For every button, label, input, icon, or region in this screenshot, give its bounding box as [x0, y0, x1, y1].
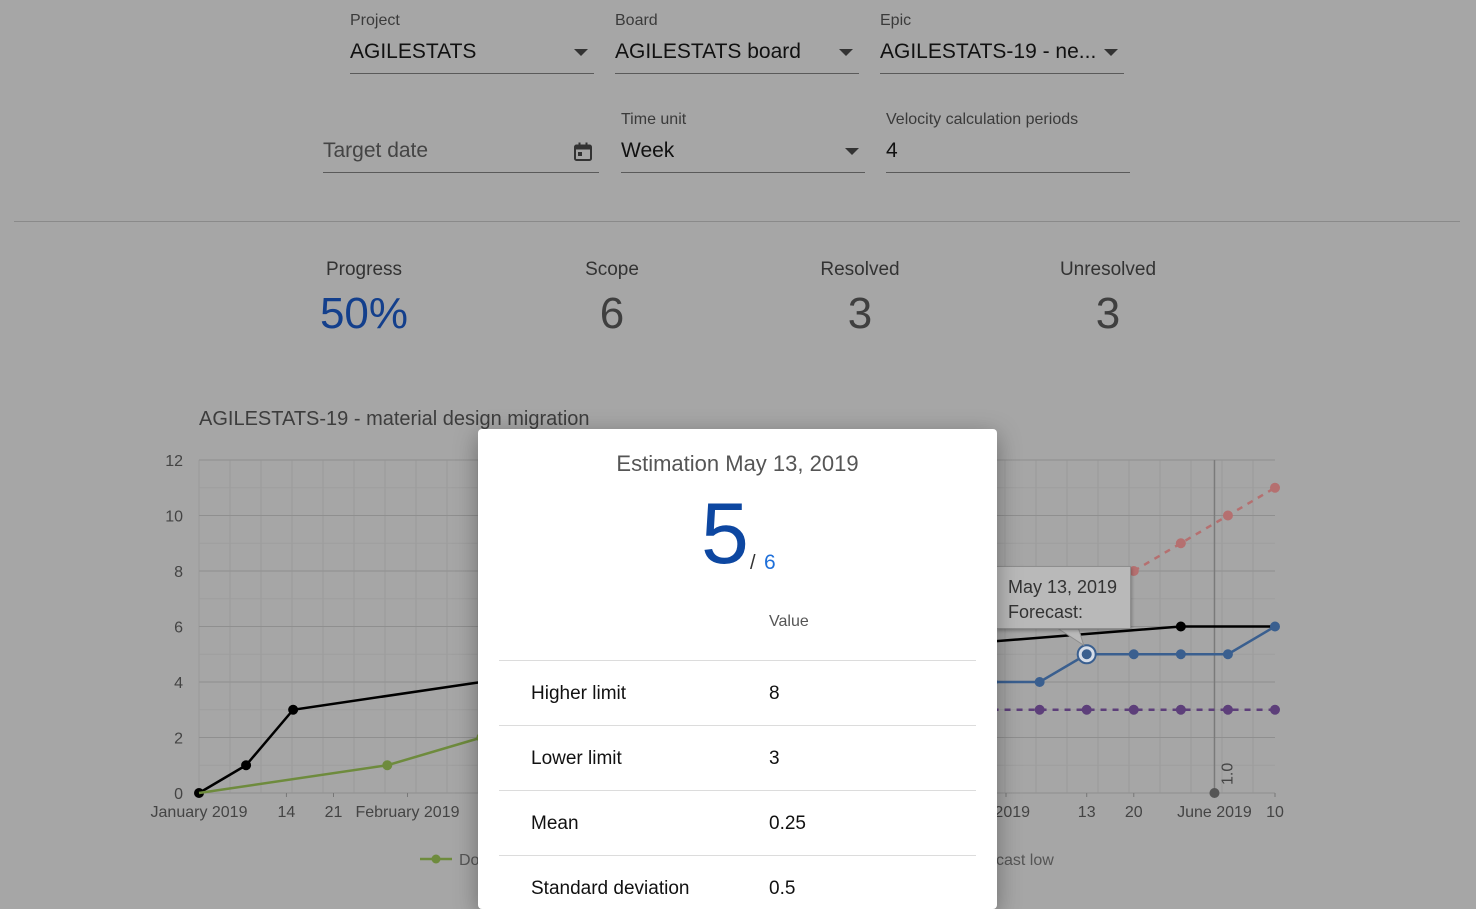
estimate-total: 6: [764, 551, 776, 574]
table-row: Standard deviation 0.5: [499, 855, 976, 909]
data-point-forecast-low[interactable]: [1081, 704, 1092, 715]
epic-value: AGILESTATS-19 - ne...: [880, 40, 1095, 63]
y-tick-label: 8: [174, 564, 183, 581]
row-label: Lower limit: [531, 748, 622, 769]
data-point-done[interactable]: [382, 760, 393, 771]
project-label: Project: [350, 12, 400, 29]
tooltip-text: Forecast:: [1008, 602, 1084, 622]
estimation-dialog: Estimation May 13, 2019 5 / 6 Value High…: [478, 429, 997, 909]
progress-value: 50%: [319, 289, 409, 338]
velocity-periods-input[interactable]: Velocity calculation periods 4: [886, 111, 1130, 173]
target-date-input[interactable]: Target date: [323, 112, 599, 174]
unresolved-stat: Unresolved 3: [998, 259, 1218, 339]
data-point-scope[interactable]: [1175, 621, 1186, 632]
table-row: Lower limit 3: [499, 725, 976, 791]
y-tick-label: 6: [174, 620, 183, 637]
board-label: Board: [615, 12, 658, 29]
y-tick-label: 4: [174, 675, 183, 692]
section-divider: [14, 221, 1460, 222]
data-point-scope[interactable]: [288, 704, 299, 715]
chart-title: AGILESTATS-19 - material design migratio…: [199, 408, 590, 430]
data-point-forecast-high[interactable]: [1175, 538, 1186, 549]
estimate-slash: /: [750, 552, 756, 574]
chevron-down-icon: [845, 148, 859, 155]
row-label: Standard deviation: [531, 878, 690, 899]
x-tick-label: January 2019: [151, 804, 248, 821]
x-tick-label: June 2019: [1177, 804, 1252, 821]
tooltip-pointer: [1057, 628, 1085, 647]
time-unit-value: Week: [621, 139, 675, 162]
x-tick-label: 10: [1266, 804, 1284, 821]
data-point-forecast-high[interactable]: [1270, 482, 1280, 493]
data-point-forecast[interactable]: [1034, 677, 1045, 687]
y-tick-label: 10: [165, 509, 183, 526]
board-value: AGILESTATS board: [615, 40, 801, 63]
legend-forecast-low-label[interactable]: cast low: [996, 852, 1054, 869]
chevron-down-icon: [1104, 49, 1118, 56]
legend-done-marker: [431, 854, 441, 864]
row-label: Mean: [531, 813, 579, 834]
y-tick-label: 0: [174, 786, 183, 803]
x-tick-label: 13: [1078, 804, 1096, 821]
x-tick-label: 21: [325, 804, 343, 821]
data-point-forecast-low[interactable]: [1175, 704, 1186, 715]
project-select[interactable]: Project AGILESTATS: [350, 12, 594, 74]
data-point-forecast[interactable]: [1222, 649, 1233, 660]
data-point-forecast[interactable]: [1128, 649, 1139, 660]
epic-label: Epic: [880, 12, 912, 29]
velocity-periods-value: 4: [886, 139, 898, 162]
highlighted-point[interactable]: [1081, 649, 1092, 660]
x-tick-label: 14: [278, 804, 296, 821]
row-value: 8: [769, 683, 780, 704]
velocity-periods-label: Velocity calculation periods: [886, 111, 1079, 128]
chevron-down-icon: [574, 49, 588, 56]
x-tick-label: February 2019: [355, 804, 459, 821]
progress-stat: Progress 50%: [254, 259, 474, 339]
value-column-header: Value: [769, 613, 809, 630]
x-tick-label: 20: [1125, 804, 1143, 821]
table-row: Mean 0.25: [499, 790, 976, 856]
data-point-forecast[interactable]: [1270, 621, 1280, 632]
dialog-title: Estimation May 13, 2019: [616, 451, 859, 476]
annotation-marker: [1209, 788, 1220, 798]
unresolved-value: 3: [1095, 289, 1121, 338]
y-tick-label: 12: [165, 453, 183, 470]
data-point-scope[interactable]: [241, 760, 252, 771]
row-value: 0.25: [769, 813, 806, 834]
estimate-value: 5: [701, 486, 749, 582]
data-point-forecast-high[interactable]: [1222, 510, 1233, 521]
board-select[interactable]: Board AGILESTATS board: [615, 12, 859, 74]
tooltip-date: May 13, 2019: [1008, 577, 1118, 597]
resolved-label: Resolved: [820, 259, 900, 280]
row-label: Higher limit: [531, 683, 627, 704]
annotation-label: 1.0: [1219, 763, 1236, 785]
progress-label: Progress: [325, 259, 403, 280]
resolved-stat: Resolved 3: [750, 259, 970, 339]
row-value: 0.5: [769, 878, 796, 899]
time-unit-label: Time unit: [621, 111, 687, 128]
data-point-forecast-low[interactable]: [1270, 704, 1280, 715]
project-value: AGILESTATS: [350, 40, 477, 63]
legend-done-label[interactable]: Do: [459, 852, 480, 869]
series-line-forecast-high: [1133, 486, 1276, 573]
row-value: 3: [769, 748, 780, 769]
chevron-down-icon: [839, 49, 853, 56]
target-date-placeholder: Target date: [323, 139, 429, 162]
unresolved-label: Unresolved: [1059, 259, 1157, 280]
epic-select[interactable]: Epic AGILESTATS-19 - ne...: [880, 12, 1124, 74]
time-unit-select[interactable]: Time unit Week: [621, 111, 865, 173]
scope-value: 6: [599, 289, 625, 338]
data-point-forecast-low[interactable]: [1034, 704, 1045, 715]
scope-label: Scope: [585, 259, 639, 280]
scope-stat: Scope 6: [502, 259, 722, 339]
table-row: Higher limit 8: [499, 660, 976, 726]
data-point-forecast[interactable]: [1175, 649, 1186, 660]
chart-tooltip: May 13, 2019 Forecast:: [996, 566, 1131, 629]
data-point-forecast-low[interactable]: [1222, 704, 1233, 715]
data-point-forecast-high[interactable]: [1128, 566, 1139, 576]
resolved-value: 3: [847, 289, 873, 338]
calendar-icon[interactable]: [573, 142, 593, 167]
data-point-forecast-low[interactable]: [1128, 704, 1139, 715]
y-tick-label: 2: [174, 731, 183, 748]
